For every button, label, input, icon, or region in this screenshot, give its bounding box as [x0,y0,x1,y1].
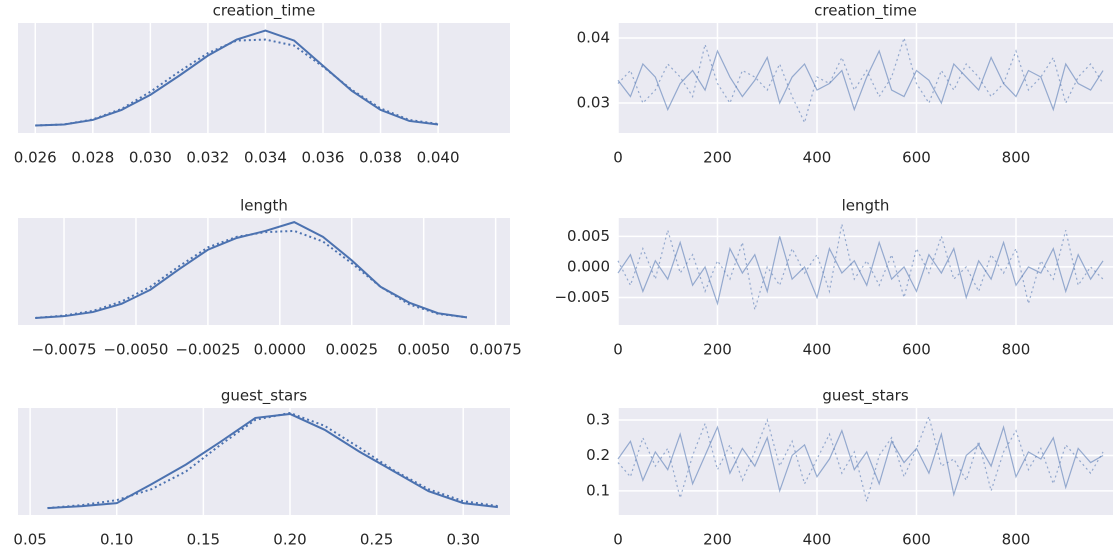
x-tick-label: 200 [703,341,732,359]
panel: −0.0075 −0.0050 −0.0025 0.0000 0.0025 0.0050 0… [18,197,522,359]
panel-title: creation_time [213,2,316,21]
x-tick-label: 0.038 [359,149,402,167]
plot-background [618,408,1113,515]
y-tick-label: 0.3 [586,411,610,429]
x-tick-label: 0.032 [186,149,229,167]
y-tick-label: 0.000 [567,257,610,275]
x-tick-label: 400 [803,341,832,359]
series-line [617,424,1104,497]
x-tick-label: 0.040 [417,149,460,167]
x-tick-label: 200 [703,531,732,548]
series-line [617,414,1104,504]
panel-title: length [842,197,890,215]
y-tick-label: 0.2 [586,446,610,464]
panel: 0 200 400 600 800 0.1 0.2 0.3 guest_stars [586,387,1113,548]
y-tick-label: 0.1 [586,481,610,499]
x-tick-label: 600 [902,531,931,548]
panel: 0.05 0.10 0.15 0.20 0.25 0.30 guest_stars [13,387,510,548]
x-tick-label: 0 [613,149,623,167]
series-line [617,35,1104,125]
plot-background [618,23,1113,133]
x-tick-label: −0.0075 [32,341,97,359]
panel-title: length [240,197,288,215]
y-tick-label: −0.005 [554,288,610,306]
y-tick-label: 0.04 [577,28,610,46]
x-tick-label: 0.10 [100,531,133,548]
series-line [35,229,467,319]
x-tick-label: 0.15 [187,531,220,548]
x-tick-label: −0.0025 [175,341,240,359]
x-tick-label: 800 [1002,531,1031,548]
x-tick-label: 0.20 [273,531,306,548]
plot-background [18,23,510,133]
plot-background [18,218,510,325]
series-line [47,412,498,510]
panel: 0 200 400 600 800 −0.005 0.000 0.005 length [554,197,1113,359]
series-line [617,223,1104,310]
x-tick-label: 800 [1002,341,1031,359]
plot-background [18,408,510,515]
x-tick-label: 0.25 [360,531,393,548]
series-line [35,29,439,127]
x-tick-label: 0.034 [244,149,287,167]
panel-title: guest_stars [221,387,308,406]
series-line [617,49,1104,112]
x-tick-label: 600 [902,149,931,167]
x-tick-label: 600 [902,341,931,359]
panel-title: guest_stars [822,387,909,406]
x-tick-label: 0.0075 [469,341,522,359]
x-tick-label: 0 [613,341,623,359]
x-tick-label: 0.0000 [254,341,307,359]
x-tick-label: 200 [703,149,732,167]
x-tick-label: 0.0025 [326,341,379,359]
x-tick-label: 0.05 [13,531,46,548]
x-tick-label: 400 [803,531,832,548]
x-tick-label: 0.30 [447,531,480,548]
x-tick-label: 0 [613,531,623,548]
series-line [35,38,439,127]
x-tick-label: 0.026 [14,149,57,167]
x-tick-label: 400 [803,149,832,167]
y-tick-label: 0.005 [567,227,610,245]
panel: 0.026 0.028 0.030 0.032 0.034 0.036 0.038 0.040… [14,2,510,167]
x-tick-label: 0.028 [71,149,114,167]
panel: 0 200 400 600 800 0.03 0.04 creation_time [577,2,1113,167]
x-tick-label: 0.036 [302,149,345,167]
panel-title: creation_time [814,2,917,21]
y-tick-label: 0.03 [577,94,610,112]
x-tick-label: −0.0050 [103,341,168,359]
x-tick-label: 0.0050 [397,341,450,359]
x-tick-label: 800 [1002,149,1031,167]
x-tick-label: 0.030 [129,149,172,167]
series-line [47,411,499,510]
